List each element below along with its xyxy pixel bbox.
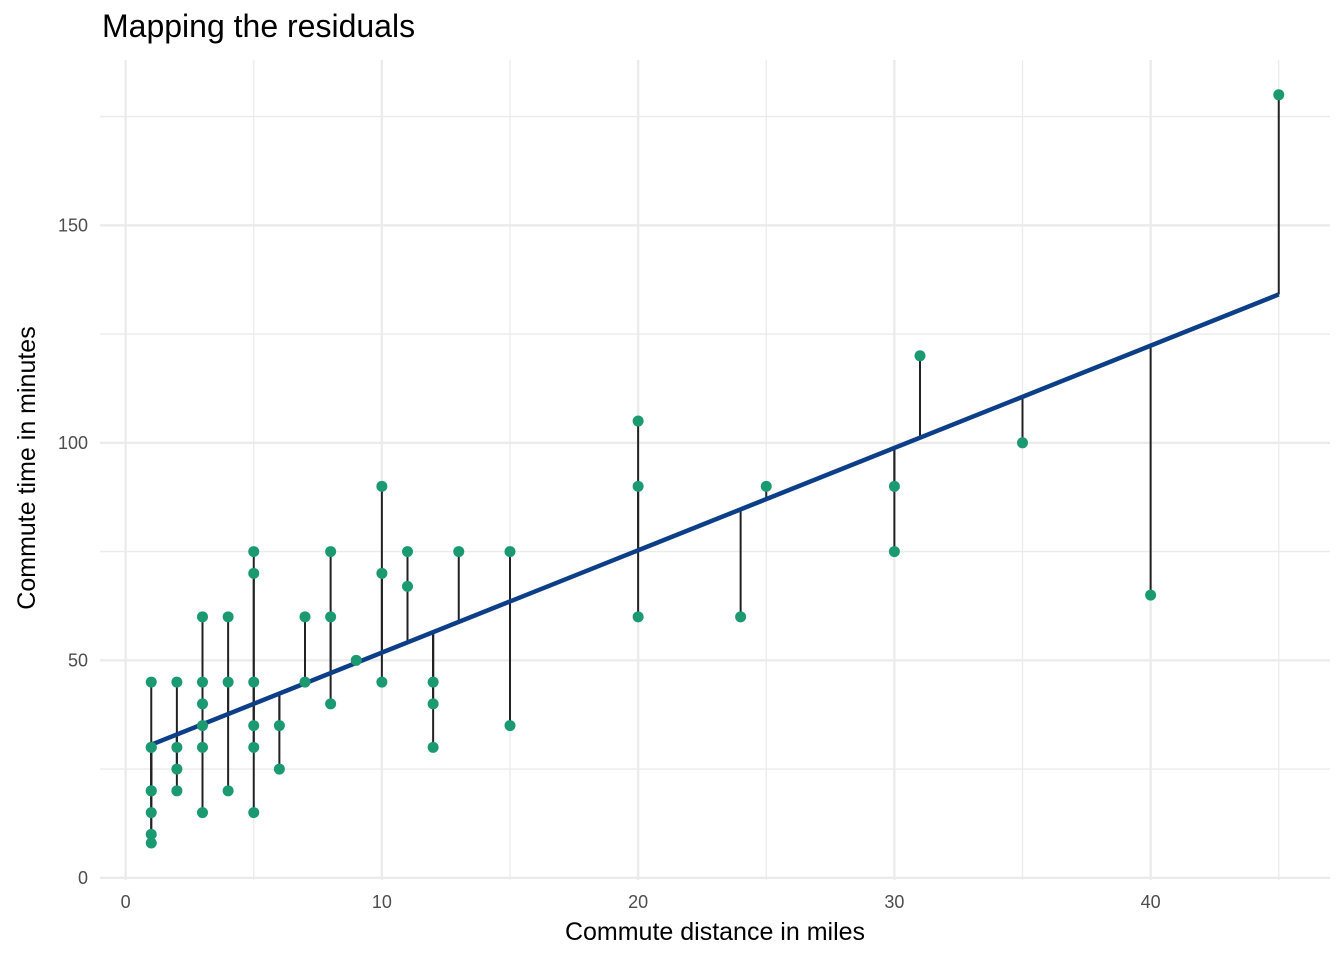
data-point bbox=[1145, 589, 1157, 601]
data-point bbox=[299, 611, 311, 623]
data-point bbox=[197, 741, 208, 753]
grid bbox=[100, 60, 1330, 880]
data-point bbox=[171, 785, 183, 797]
data-point bbox=[273, 763, 285, 775]
data-point bbox=[197, 807, 208, 819]
data-point bbox=[299, 676, 311, 688]
tick-labels: 0 10 20 30 40 0 50 100 150 bbox=[58, 215, 1161, 912]
x-tick-label: 40 bbox=[1141, 892, 1161, 912]
data-point bbox=[735, 611, 747, 623]
data-point bbox=[453, 546, 465, 558]
data-point bbox=[427, 698, 439, 710]
fit-line-group bbox=[150, 292, 1280, 747]
x-tick-label: 20 bbox=[628, 892, 648, 912]
data-point bbox=[197, 611, 208, 623]
data-point bbox=[1017, 437, 1028, 449]
y-tick-label: 0 bbox=[78, 868, 88, 888]
data-point bbox=[325, 546, 337, 558]
regression-line bbox=[150, 292, 1280, 747]
data-point bbox=[171, 763, 183, 775]
data-point bbox=[376, 480, 388, 492]
data-point bbox=[402, 546, 413, 558]
data-point bbox=[402, 580, 413, 592]
data-point bbox=[248, 546, 260, 558]
x-tick-label: 10 bbox=[372, 892, 392, 912]
data-point bbox=[888, 546, 900, 558]
data-point bbox=[248, 676, 260, 688]
data-point bbox=[427, 741, 439, 753]
data-point bbox=[222, 611, 234, 623]
data-point bbox=[632, 480, 644, 492]
x-axis-title: Commute distance in miles bbox=[565, 918, 865, 946]
data-point bbox=[171, 676, 183, 688]
y-tick-label: 50 bbox=[68, 650, 88, 670]
data-point bbox=[504, 720, 516, 732]
data-point bbox=[914, 350, 926, 362]
data-point bbox=[350, 654, 362, 666]
y-tick-label: 100 bbox=[58, 433, 88, 453]
chart-title: Mapping the residuals bbox=[102, 8, 416, 44]
data-point bbox=[888, 480, 900, 492]
data-point bbox=[273, 720, 285, 732]
data-point bbox=[248, 741, 260, 753]
data-point bbox=[427, 676, 439, 688]
data-point bbox=[760, 480, 772, 492]
data-point bbox=[632, 415, 644, 427]
data-point bbox=[145, 741, 157, 753]
data-point bbox=[376, 567, 388, 579]
y-tick-label: 150 bbox=[58, 215, 88, 235]
data-point bbox=[145, 828, 157, 840]
data-point bbox=[504, 546, 516, 558]
data-point bbox=[325, 611, 337, 623]
data-point bbox=[145, 837, 157, 849]
data-point bbox=[145, 807, 157, 819]
data-point bbox=[376, 676, 388, 688]
data-point bbox=[1273, 89, 1285, 101]
data-point bbox=[248, 807, 260, 819]
data-point bbox=[171, 741, 183, 753]
data-point bbox=[222, 785, 234, 797]
data-point bbox=[197, 698, 208, 710]
data-point bbox=[145, 785, 157, 797]
y-axis-title: Commute time in minutes bbox=[13, 326, 41, 609]
residual-segments bbox=[150, 94, 1280, 844]
data-point bbox=[632, 611, 644, 623]
data-point bbox=[197, 676, 208, 688]
x-tick-label: 0 bbox=[121, 892, 131, 912]
data-points bbox=[145, 89, 1285, 849]
data-point bbox=[325, 698, 337, 710]
data-point bbox=[222, 676, 234, 688]
data-point bbox=[248, 567, 260, 579]
data-point bbox=[145, 676, 157, 688]
data-point bbox=[197, 720, 208, 732]
x-tick-label: 30 bbox=[884, 892, 904, 912]
data-point bbox=[248, 720, 260, 732]
